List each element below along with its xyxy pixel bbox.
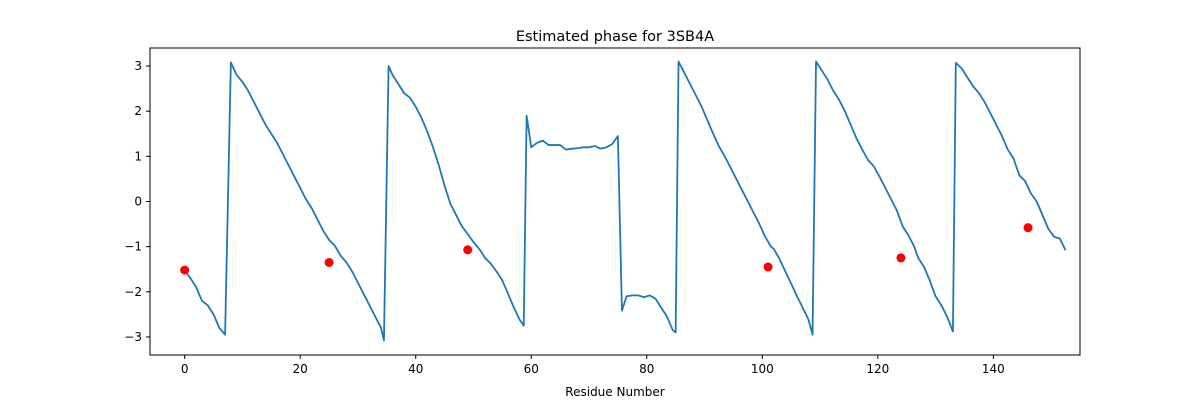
- marker-point: [763, 262, 773, 272]
- x-tick-label: 100: [751, 362, 774, 376]
- x-tick-label: 20: [293, 362, 308, 376]
- phase-line: [183, 60, 1067, 342]
- plot-frame: [149, 47, 1081, 356]
- x-axis: 0 20 40 60 80 100 120 140: [181, 355, 1005, 376]
- y-tick-label: −3: [124, 330, 142, 344]
- marker-point: [180, 265, 190, 275]
- chart-title: Estimated phase for 3SB4A: [516, 29, 714, 45]
- x-tick-label: 120: [866, 362, 889, 376]
- y-tick-label: −1: [124, 240, 142, 254]
- marker-point: [1023, 223, 1033, 233]
- x-tick-label: 40: [408, 362, 423, 376]
- y-tick-label: 1: [134, 149, 142, 163]
- x-axis-label: Residue Number: [565, 385, 664, 399]
- y-tick-label: 3: [134, 59, 142, 73]
- x-tick-label: 140: [982, 362, 1005, 376]
- y-tick-label: −2: [124, 285, 142, 299]
- x-tick-label: 0: [181, 362, 189, 376]
- marker-point: [896, 253, 906, 263]
- y-axis: −3 −2 −1 0 1 2 3: [124, 59, 150, 344]
- y-tick-label: 0: [134, 195, 142, 209]
- marker-point: [324, 257, 334, 267]
- x-tick-label: 60: [524, 362, 539, 376]
- y-tick-label: 2: [134, 104, 142, 118]
- plot-area: [180, 60, 1067, 342]
- x-tick-label: 80: [639, 362, 654, 376]
- marker-point: [463, 245, 473, 255]
